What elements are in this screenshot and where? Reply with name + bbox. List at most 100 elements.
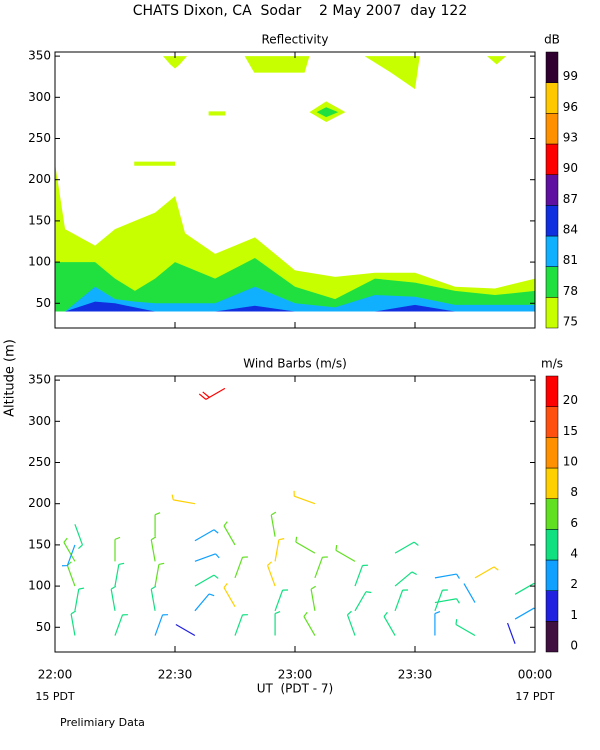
wind-barb [394, 571, 417, 587]
wind-barb [154, 614, 169, 636]
wind-barb [194, 529, 219, 542]
colorbar-swatch [545, 235, 559, 267]
colorbar-swatch [545, 51, 559, 83]
wind-barb [74, 587, 85, 611]
colorbar-swatch [545, 621, 559, 653]
y-tick-label: 200 [28, 496, 51, 510]
colorbar-swatch [545, 406, 559, 438]
colorbar-label: dB [544, 33, 560, 47]
wind-barb [114, 562, 125, 587]
wind-barb [346, 610, 356, 636]
colorbar-tick-label: 20 [563, 393, 578, 407]
y-tick-label: 50 [36, 620, 51, 634]
wind-barb [154, 512, 161, 537]
colorbar-tick-label: 84 [563, 223, 578, 237]
y-axis-label: Altitude (m) [3, 339, 18, 417]
wind-barb [295, 536, 316, 554]
plot-frame [54, 375, 536, 653]
plot-area [61, 387, 535, 644]
y-tick-label: 350 [28, 49, 51, 63]
wind-barb [274, 589, 289, 612]
wind-barb [150, 536, 157, 562]
wind-barb [434, 589, 448, 612]
x-end-label: 17 PDT [515, 690, 555, 703]
wind-barb [70, 610, 76, 636]
y-tick-label: 150 [28, 213, 51, 227]
wind-barb [293, 490, 316, 505]
y-tick-label: 250 [28, 455, 51, 469]
colorbar-tick-label: 10 [563, 455, 578, 469]
wind-barb [434, 610, 441, 636]
colorbar-swatch [545, 297, 559, 329]
contour-patch [364, 56, 420, 90]
wind-barb [223, 521, 236, 546]
wind-barb [274, 538, 285, 562]
contour-patch [134, 161, 175, 166]
y-tick-label: 100 [28, 255, 51, 269]
wind-barb [74, 524, 84, 550]
wind-barb [61, 544, 76, 567]
colorbar-tick-label: 93 [563, 131, 578, 145]
colorbar-tick-label: 0 [570, 639, 578, 653]
wind-barb [194, 593, 215, 612]
colorbar-swatch [545, 559, 559, 591]
colorbar-tick-label: 87 [563, 192, 578, 206]
colorbar-swatch [545, 437, 559, 469]
colorbar-tick-label: 2 [570, 577, 578, 591]
colorbar-tick-label: 75 [563, 315, 578, 329]
colorbar-tick-label: 81 [563, 253, 578, 267]
y-tick-label: 100 [28, 579, 51, 593]
colorbar-swatch [545, 205, 559, 237]
colorbar-swatch [545, 467, 559, 499]
x-tick-label: 22:00 [38, 668, 73, 682]
wind-barb [194, 574, 219, 587]
contour-patch [487, 56, 507, 65]
colorbar-swatch [545, 82, 559, 114]
colorbar-tick-label: 15 [563, 424, 578, 438]
colorbar-tick-label: 4 [570, 547, 578, 561]
x-axis-label: UT (PDT - 7) [257, 682, 334, 696]
wind-barb [354, 591, 372, 612]
colorbar-tick-label: 8 [570, 485, 578, 499]
wind-barb [266, 561, 276, 587]
wind-barb [234, 556, 248, 579]
wind-barb [434, 573, 460, 579]
note: Prelimiary Data [60, 716, 145, 729]
y-tick-label: 200 [28, 172, 51, 186]
wind-barb [314, 556, 328, 579]
colorbar-swatch [545, 498, 559, 530]
contour-patch [163, 56, 187, 69]
colorbar-swatch [545, 529, 559, 561]
wind-barb [270, 511, 277, 537]
wind-barb [110, 585, 117, 611]
wind-barb [506, 622, 516, 644]
wind-barb [150, 585, 157, 611]
y-tick-label: 50 [36, 296, 51, 310]
wind-barb [434, 598, 460, 604]
colorbar-tick-label: 96 [563, 100, 578, 114]
contour-patch [316, 107, 339, 118]
panel-title: Reflectivity [261, 33, 328, 47]
wind-barb [303, 611, 316, 636]
wind-barb [63, 537, 76, 562]
wind-barb [335, 544, 356, 562]
wind-barb [354, 564, 368, 587]
wind-barb [394, 589, 409, 612]
contour-patch [208, 111, 226, 116]
colorbar-tick-label: 99 [563, 69, 578, 83]
x-tick-label: 22:30 [158, 668, 193, 682]
y-tick-label: 300 [28, 90, 51, 104]
colorbar-swatch [545, 375, 559, 407]
panel-title: Wind Barbs (m/s) [243, 357, 347, 371]
wind-barb [154, 562, 165, 587]
x-start-label: 15 PDT [35, 690, 75, 703]
colorbar-swatch [545, 174, 559, 206]
contour-band [55, 301, 535, 312]
wind-barb [114, 614, 128, 636]
wind-barb [394, 541, 419, 554]
colorbar-tick-label: 78 [563, 284, 578, 298]
colorbar-swatch [545, 143, 559, 175]
colorbar-tick-label: 6 [570, 516, 578, 530]
wind-barb [463, 583, 476, 603]
